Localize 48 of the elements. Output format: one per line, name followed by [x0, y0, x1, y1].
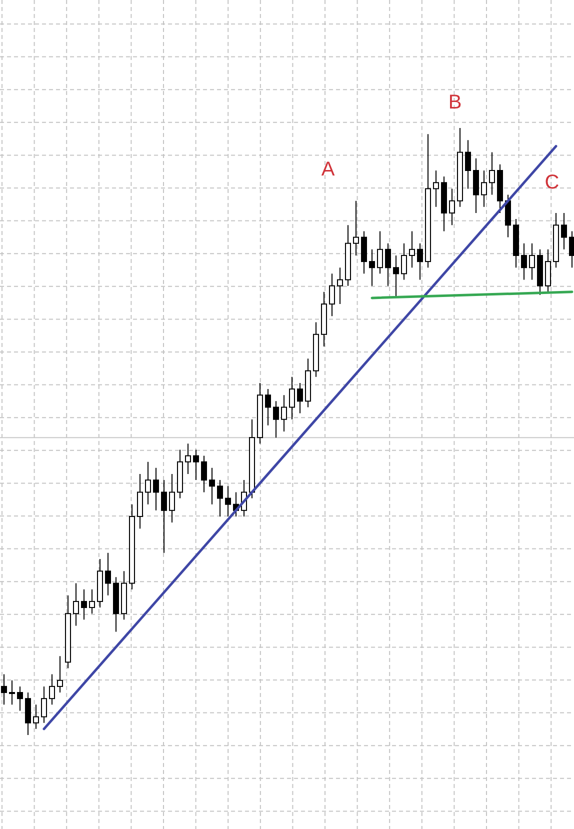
candlestick	[49, 674, 55, 706]
candlestick	[529, 242, 535, 280]
candlestick	[281, 394, 287, 432]
candlestick	[57, 656, 63, 694]
candlestick	[481, 170, 487, 208]
candlestick	[433, 170, 439, 208]
candlestick	[209, 467, 215, 505]
candlestick	[105, 552, 111, 596]
candlestick	[385, 242, 391, 286]
candlestick	[377, 230, 383, 274]
candlestick	[153, 467, 159, 511]
candlestick	[465, 140, 471, 190]
candlestick	[145, 461, 151, 505]
candlestick	[409, 230, 415, 268]
candlestick	[521, 242, 527, 280]
candlestick	[1, 674, 7, 706]
candlestick	[569, 230, 574, 268]
candlestick	[329, 273, 335, 317]
candlestick	[81, 588, 87, 620]
candlestick	[561, 212, 567, 250]
candlestick	[185, 443, 191, 474]
annotation: C	[544, 171, 560, 194]
candlestick	[353, 200, 359, 256]
candlestick	[201, 455, 207, 493]
candlestick	[89, 588, 95, 614]
candlestick	[489, 152, 495, 196]
candlestick	[73, 582, 79, 626]
candlestick	[265, 388, 271, 426]
candlestick	[273, 400, 279, 438]
candlestick	[297, 382, 303, 414]
candlestick	[337, 267, 343, 305]
candlestick	[33, 704, 39, 730]
candlestick	[41, 686, 47, 724]
candlestick	[17, 686, 23, 712]
candlestick	[9, 680, 15, 706]
candlestick	[169, 473, 175, 524]
candlestick	[225, 486, 231, 517]
candlestick	[393, 254, 399, 298]
candlestick	[217, 480, 223, 517]
annotation: A	[321, 158, 336, 180]
candlestick	[193, 449, 199, 481]
candlestick	[401, 242, 407, 280]
candlestick	[289, 376, 295, 420]
candlestick	[417, 242, 423, 280]
candlestick	[161, 480, 167, 554]
candlestick	[369, 248, 375, 286]
text: B	[448, 91, 462, 114]
candlestick	[449, 188, 455, 226]
